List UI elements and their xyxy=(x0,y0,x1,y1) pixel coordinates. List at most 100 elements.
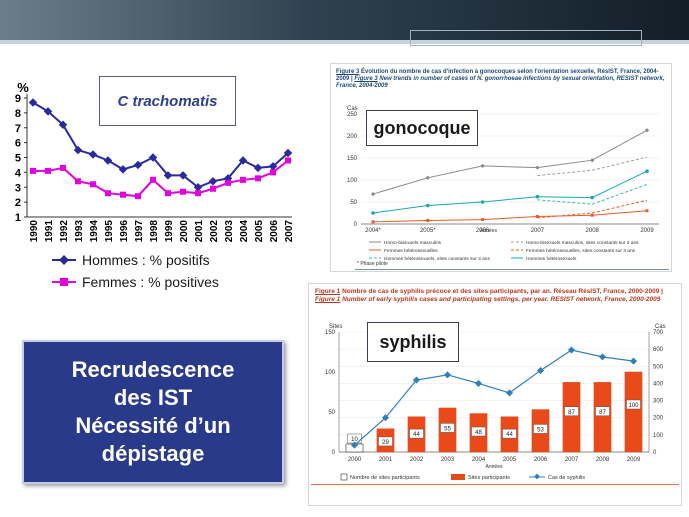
x-tick-label: 1992 xyxy=(59,220,70,243)
data-point-hommes xyxy=(253,163,263,173)
legend-women: Femmes : % positives xyxy=(52,274,219,290)
x-tick-label: 2002 xyxy=(209,220,220,243)
gono-caption: Figure 3 Évolution du nombre de cas d'in… xyxy=(336,69,666,90)
gono-caption-en: New trends in number of cases of N. gono… xyxy=(336,76,665,89)
x-tick-label: 2009 xyxy=(640,228,654,234)
gono-data-point xyxy=(590,195,594,200)
data-point-femmes xyxy=(180,188,186,195)
syphilis-chart: Sites Cas 0 50 100 150 0 100 200 300 400 500 600 700 1… xyxy=(311,324,679,485)
x-tick-label: 2007 xyxy=(531,228,545,234)
gono-series-line xyxy=(537,199,648,219)
syph-bar-label: 100 xyxy=(628,403,639,409)
legend-men-label: Hommes : % positifs xyxy=(82,252,210,268)
gono-data-point xyxy=(371,211,375,215)
x-tick-label: 1998 xyxy=(149,220,160,243)
data-point-femmes xyxy=(75,178,81,185)
y-left-tick-label: 100 xyxy=(325,370,336,376)
gono-tag: gonocoque xyxy=(366,110,478,146)
data-point-femmes xyxy=(45,167,51,174)
data-point-femmes xyxy=(210,185,216,192)
header-rule xyxy=(0,40,689,44)
x-tick-label: 1995 xyxy=(104,220,115,243)
syph-caption-sep: | xyxy=(661,288,663,295)
syph-legend-marker xyxy=(534,473,540,480)
syph-cases-point xyxy=(474,379,483,387)
gono-legend-label: Hommes hétérosexuels, sites constants su… xyxy=(384,256,490,262)
gono-series-line xyxy=(372,129,648,195)
gono-data-point xyxy=(645,209,649,213)
x-tick-label: 1991 xyxy=(44,220,55,243)
y-left-label: Sites xyxy=(329,324,342,330)
data-point-hommes xyxy=(283,148,293,158)
gono-data-point xyxy=(480,200,485,204)
x-tick-label: 2000 xyxy=(348,457,362,463)
syph-bar-label: 53 xyxy=(537,427,544,433)
syph-bar-label-box xyxy=(626,399,641,410)
square-marker-icon xyxy=(52,278,76,286)
syph-bar-label-box xyxy=(471,426,486,437)
gono-data-point xyxy=(426,218,430,222)
gono-series-line xyxy=(372,210,648,223)
syph-bar-label: 87 xyxy=(568,410,575,416)
x-tick-label: 2007 xyxy=(565,457,579,463)
syph-bar xyxy=(562,382,581,453)
gono-data-point xyxy=(645,169,649,173)
data-point-hommes xyxy=(103,156,113,165)
gono-footnote-rule xyxy=(355,269,669,270)
y-tick-label: 6 xyxy=(15,138,21,150)
syph-legend-label: Sites participants xyxy=(468,475,510,481)
y-tick-label: 250 xyxy=(347,112,358,118)
syph-cases-point xyxy=(629,357,638,365)
data-point-femmes xyxy=(240,176,246,183)
gono-legend-label: Homo-bisexuels masculins xyxy=(384,240,442,246)
gono-data-point xyxy=(590,213,594,217)
syph-cases-point xyxy=(505,389,514,397)
gono-legend-label: Femmes hétérosexuelles, sites constants … xyxy=(526,248,636,254)
y-right-tick-label: 400 xyxy=(653,381,664,387)
y-tick-label: 150 xyxy=(347,156,358,162)
syph-bar-label-box xyxy=(378,436,393,447)
x-tick-label: 1990 xyxy=(29,220,40,243)
y-left-tick-label: 0 xyxy=(332,450,336,456)
gono-data-point xyxy=(535,194,540,199)
y-right-tick-label: 700 xyxy=(653,330,664,336)
data-point-hommes xyxy=(148,153,158,162)
data-point-femmes xyxy=(120,191,126,198)
syph-cases-line xyxy=(354,349,634,446)
x-tick-label: 2000 xyxy=(179,220,190,243)
syph-caption-en: Number of early syphilis cases and parti… xyxy=(342,296,661,303)
syph-bar-label-box xyxy=(533,424,548,434)
syph-footer-rule xyxy=(311,484,679,485)
gono-data-point xyxy=(590,158,595,163)
syph-cases-point xyxy=(381,414,390,422)
message-line-3: Nécessité d’un xyxy=(75,413,231,438)
x-tick-label: 2006 xyxy=(269,220,280,243)
message-line-2: des IST xyxy=(113,385,193,410)
y-tick-label: 7 xyxy=(15,123,21,135)
y-tick-label: 0 xyxy=(354,222,358,228)
gonocoque-panel: Figure 3 Évolution du nombre de cas d'in… xyxy=(330,63,672,272)
message-box: Recrudescence des IST Nécessité d’un dép… xyxy=(22,340,284,484)
gono-data-point xyxy=(425,175,430,180)
y-right-tick-label: 100 xyxy=(653,433,664,439)
syph-cases-point xyxy=(567,346,576,354)
data-point-hommes xyxy=(238,156,248,165)
syph-bar-label: 55 xyxy=(444,426,451,432)
data-point-hommes xyxy=(28,98,38,107)
syph-bar-label: 44 xyxy=(506,432,513,438)
message-line-1: Recrudescence xyxy=(71,357,235,382)
y-right-tick-label: 200 xyxy=(653,416,664,422)
y-right-tick-label: 0 xyxy=(653,450,657,456)
gono-series-line xyxy=(372,170,648,214)
data-point-femmes xyxy=(195,190,201,197)
gono-caption-fig2: Figure 3 xyxy=(354,76,378,82)
x-tick-label: 2003 xyxy=(224,220,235,243)
x-tick-label: 2004 xyxy=(472,457,486,463)
x-tick-label: 2004* xyxy=(365,228,381,234)
data-point-hommes xyxy=(133,160,143,170)
x-tick-label: 2001 xyxy=(194,220,205,243)
syph-bar-label-box xyxy=(440,423,455,433)
syph-legend-label: Cas de syphilis xyxy=(548,475,585,481)
gono-data-point xyxy=(535,215,539,219)
syph-bar-label-box xyxy=(502,428,517,439)
